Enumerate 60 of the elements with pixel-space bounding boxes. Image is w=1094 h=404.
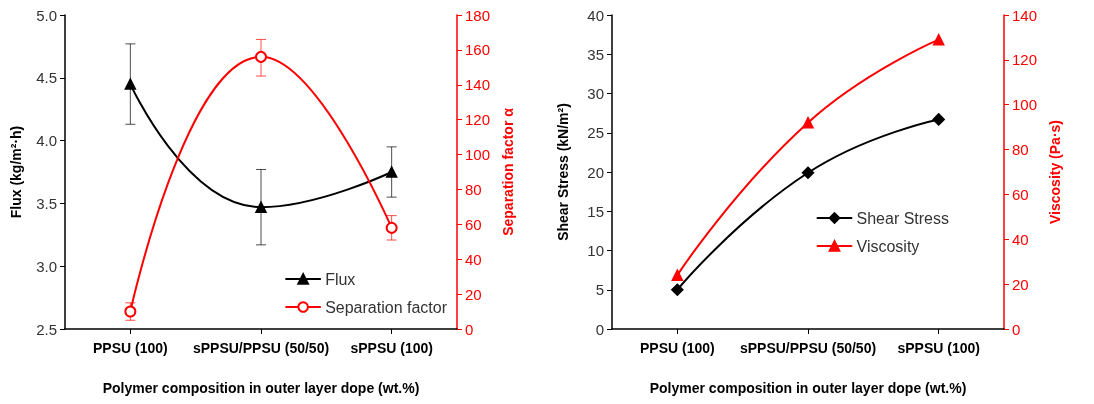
point [255, 201, 267, 213]
y-tick-label: 3.5 [36, 194, 57, 212]
point [932, 33, 945, 46]
point [255, 50, 267, 63]
legend-label: Shear Stress [856, 209, 949, 227]
x-tick-label: sPPSU/PPSU (50/50) [192, 340, 330, 356]
point [932, 113, 945, 126]
x-tick-label: sPPSU (100) [350, 340, 433, 356]
y2-tick-label: 80 [465, 180, 482, 198]
y-tick-label: 5 [595, 281, 604, 299]
x-axis-title: Polymer composition in outer layer dope (wt.%) [649, 380, 967, 396]
y-tick-label: 10 [587, 242, 604, 259]
y2-tick-label: 100 [465, 146, 491, 164]
y2-tick-label: 180 [465, 6, 491, 24]
legend-label: Viscosity [856, 237, 920, 255]
point [671, 283, 684, 296]
x-tick-label: PPSU (100) [639, 340, 715, 356]
y2-tick-label: 40 [1012, 230, 1029, 248]
y2-tick-label: 60 [1012, 185, 1029, 203]
point [802, 116, 814, 129]
legend-label: Separation factor [325, 298, 448, 316]
x-tick-label: sPPSU (100) [897, 340, 980, 356]
y-tick-label: 25 [587, 124, 604, 142]
x-tick-label: sPPSU/PPSU (50/50) [739, 340, 877, 356]
y-tick-label: 35 [587, 45, 604, 63]
y2-tick-label: 20 [465, 285, 482, 303]
point [801, 166, 815, 180]
point [124, 78, 137, 90]
y-tick-label: 30 [587, 85, 604, 102]
y2-tick-label: 60 [465, 215, 482, 233]
y-tick-label: 3.0 [36, 257, 57, 275]
y-tick-label: 0 [595, 320, 604, 338]
y2-tick-label: 160 [465, 41, 491, 59]
point [385, 221, 398, 234]
x-axis-title: Polymer composition in outer layer dope (wt.%) [102, 380, 420, 396]
legend-label: Flux [325, 270, 356, 288]
point [671, 269, 684, 281]
y-tick-label: 5.0 [36, 6, 57, 24]
y-tick-label: 2.5 [36, 320, 57, 338]
y2-tick-label: 120 [465, 111, 491, 129]
y-tick-label: 4.0 [36, 132, 57, 150]
y2-tick-label: 140 [465, 76, 491, 94]
y-tick-label: 40 [587, 6, 604, 24]
y2-tick-label: 100 [1012, 96, 1038, 114]
point [385, 166, 398, 178]
y2-tick-label: 40 [465, 250, 482, 268]
y-tick-label: 4.5 [36, 69, 57, 87]
y-tick-label: 15 [587, 202, 604, 220]
y-axis-title: Flux (kg/m²·h) [8, 125, 24, 219]
y2-tick-label: 120 [1012, 51, 1038, 69]
y2-tick-label: 0 [1012, 320, 1021, 338]
x-tick-label: PPSU (100) [92, 340, 168, 356]
y2-tick-label: 0 [465, 320, 474, 338]
y2-axis-title: Viscosity (Pa·s) [1046, 119, 1063, 225]
y-axis-title: Shear Stress (kN/m²) [555, 103, 571, 241]
y2-tick-label: 140 [1012, 6, 1038, 24]
y2-tick-label: 80 [1012, 141, 1029, 159]
y2-tick-label: 20 [1012, 275, 1029, 293]
y2-axis-title: Separation factor α [499, 107, 516, 236]
y-tick-label: 20 [587, 163, 604, 181]
